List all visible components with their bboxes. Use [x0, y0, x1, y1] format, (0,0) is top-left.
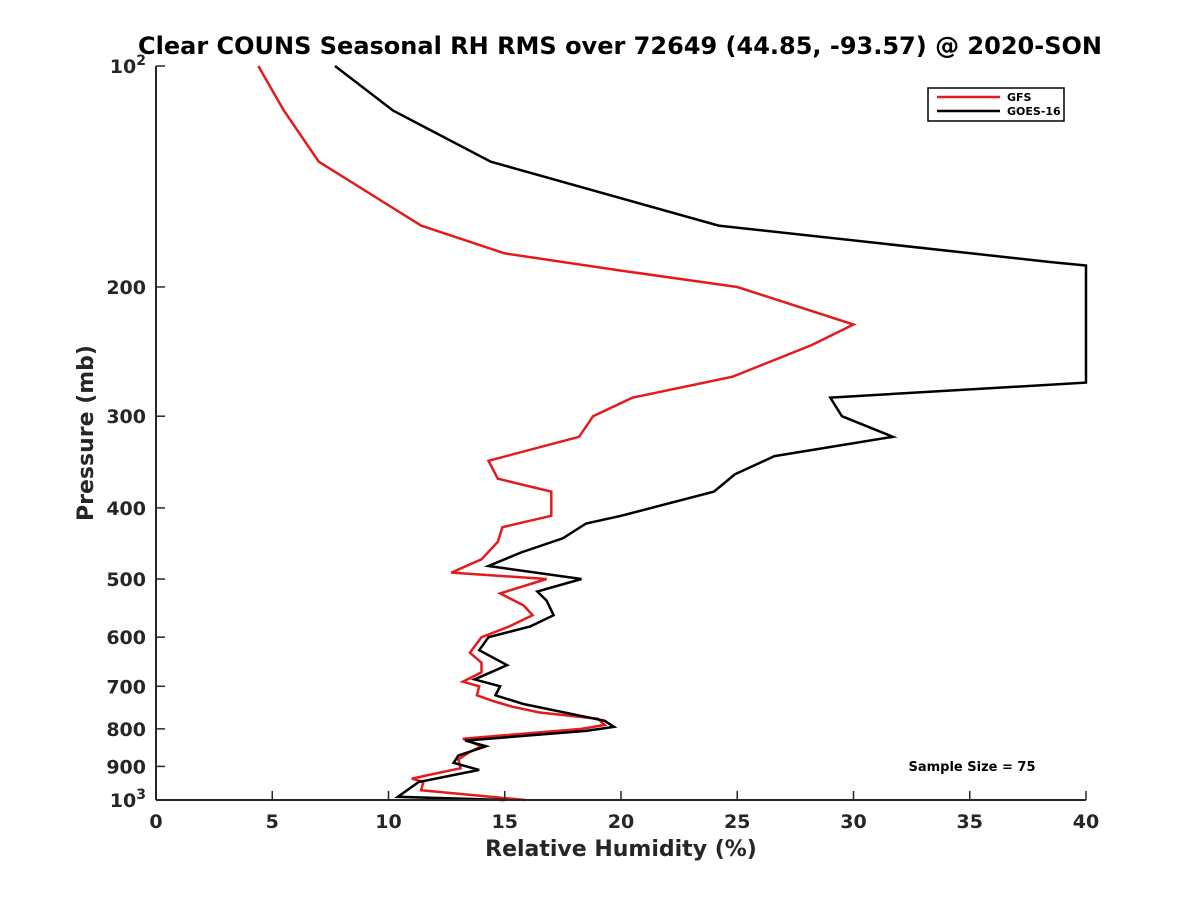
x-tick-label: 10	[375, 811, 401, 833]
y-tick-exponent: 2	[136, 53, 146, 69]
x-tick-label: 25	[724, 811, 750, 833]
x-axis-label: Relative Humidity (%)	[485, 837, 757, 862]
y-tick-exponent: 3	[136, 787, 146, 803]
y-axis-label: Pressure (mb)	[74, 345, 99, 521]
y-tick-label: 200	[106, 277, 146, 299]
sample-size-annotation: Sample Size = 75	[908, 760, 1035, 775]
legend-label-goes16: GOES-16	[1007, 105, 1061, 118]
x-tick-label: 15	[492, 811, 518, 833]
legend: GFS GOES-16	[927, 87, 1065, 122]
chart-title: Clear COUNS Seasonal RH RMS over 72649 (…	[138, 32, 1102, 60]
y-tick-label: 600	[106, 627, 146, 649]
x-tick-label: 30	[840, 811, 866, 833]
y-tick-label: 103	[110, 787, 146, 812]
x-tick-label: 0	[149, 811, 162, 833]
series-layer	[257, 65, 1088, 802]
y-ticks: 102 200 300 400 500 600 700 800 900 103	[106, 53, 165, 812]
x-tick-label: 20	[608, 811, 634, 833]
y-tick-label: 800	[106, 719, 146, 741]
y-tick-label: 700	[106, 676, 146, 698]
legend-box	[927, 87, 1065, 122]
x-tick-label: 40	[1073, 811, 1099, 833]
legend-label-gfs: GFS	[1007, 91, 1032, 104]
y-tick-label: 400	[106, 498, 146, 520]
y-tick-label: 900	[106, 756, 146, 778]
x-ticks: 0 5 10 15 20 25 30 35 40	[149, 791, 1099, 833]
y-tick-label: 500	[106, 569, 146, 591]
plot-area	[156, 66, 1086, 800]
series-line-goes-16	[334, 65, 1088, 802]
x-tick-label: 35	[957, 811, 983, 833]
x-tick-label: 5	[266, 811, 279, 833]
y-tick-label: 300	[106, 406, 146, 428]
y-tick-label: 102	[110, 53, 146, 78]
